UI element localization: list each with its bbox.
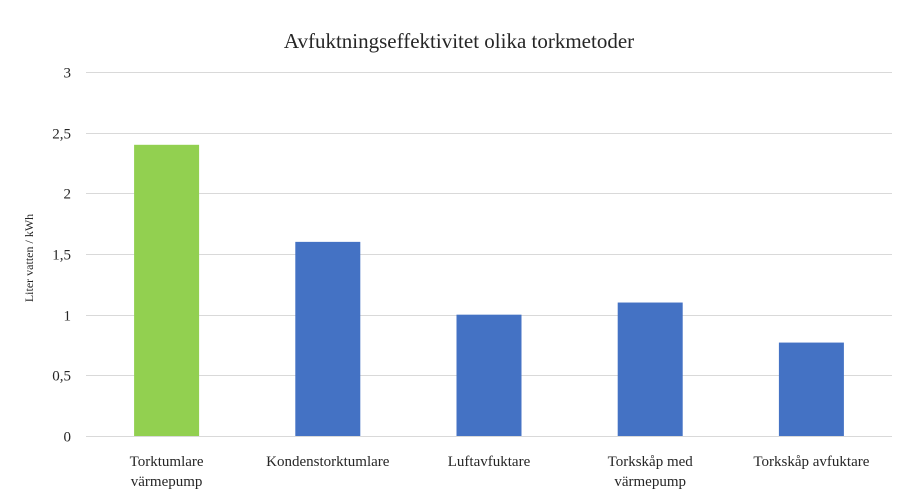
y-tick-label: 0,5: [52, 369, 71, 385]
x-tick-label: Luftavfuktare: [448, 454, 531, 470]
y-tick-label: 2: [64, 187, 72, 203]
bar: [617, 302, 683, 436]
x-tick-label: Torkskåp avfuktare: [753, 454, 869, 470]
x-tick-label: Torktumlare värmepump: [130, 454, 204, 490]
x-tick-label: Kondenstorktumlare: [266, 454, 390, 470]
bar: [456, 314, 522, 436]
x-axis-ticks: Torktumlare värmepump Kondenstorktumlare Lu…: [130, 454, 870, 490]
chart-title: Avfuktningseffektivitet olika torkmetode…: [284, 29, 634, 53]
bar: [295, 241, 361, 436]
x-tick-label: Torkskåp med värmepump: [608, 454, 694, 490]
y-tick-label: 1,5: [52, 248, 71, 264]
bars: [134, 144, 844, 437]
y-tick-label: 1: [64, 309, 72, 325]
x-tick-label-line: Torkskåp med: [608, 454, 694, 470]
y-tick-label: 2,5: [52, 127, 71, 143]
bar: [778, 342, 844, 436]
x-tick-label-line: Kondenstorktumlare: [266, 454, 390, 470]
y-axis-ticks: 0 0,5 1 1,5 2 2,5 3: [52, 66, 71, 446]
y-axis-label: Liter vatten / kWh: [22, 214, 36, 302]
x-tick-label-line: värmepump: [131, 474, 203, 490]
y-tick-label: 3: [64, 66, 72, 82]
x-tick-label-line: värmepump: [614, 474, 686, 490]
x-tick-label-line: Luftavfuktare: [448, 454, 531, 470]
x-tick-label-line: Torktumlare: [130, 454, 204, 470]
x-tick-label-line: Torkskåp avfuktare: [753, 454, 869, 470]
y-tick-label: 0: [64, 430, 72, 446]
bar: [134, 144, 200, 437]
